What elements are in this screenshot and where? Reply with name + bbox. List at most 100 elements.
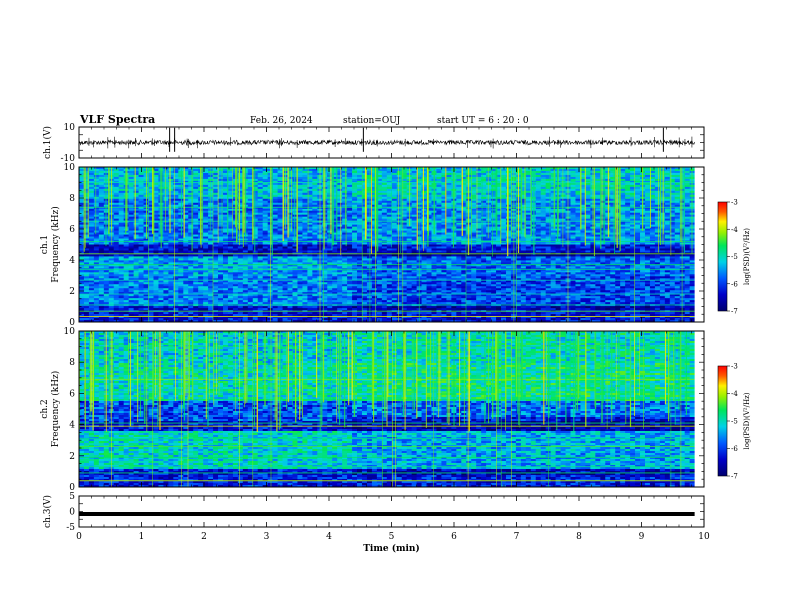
spectrogram-cell	[128, 226, 135, 230]
spectrogram-cell	[491, 222, 497, 226]
spectrogram-cell	[471, 194, 477, 198]
spectrogram-cell	[376, 168, 383, 172]
spectrogram-cell	[312, 168, 318, 172]
spectrogram-cell	[352, 182, 358, 186]
spectrogram-cell	[595, 172, 601, 176]
spectrogram-cell	[357, 172, 363, 176]
spectrogram-cell	[545, 216, 552, 220]
spectrogram-cell	[297, 170, 303, 174]
spectrogram-cell	[501, 182, 507, 186]
spectrogram-cell	[193, 230, 199, 233]
spectrogram-cell	[376, 216, 383, 220]
spectrogram-cell	[580, 218, 586, 222]
spectrogram-cell	[327, 167, 333, 170]
spectrogram-cell	[188, 232, 194, 235]
spectrogram-cell	[218, 224, 224, 228]
spectrogram-cell	[654, 174, 661, 178]
spectrogram-cell	[193, 226, 199, 230]
spectrogram-cell	[257, 186, 264, 190]
spectrogram-cell	[664, 206, 671, 210]
spectrogram-cell	[600, 184, 606, 188]
spectrogram-cell	[421, 224, 427, 228]
spectrogram-cell	[347, 222, 353, 226]
spectrogram-cell	[277, 228, 283, 231]
spectrogram-cell	[347, 168, 353, 172]
spectrogram-cell	[342, 224, 348, 228]
spectrogram-cell	[421, 196, 427, 200]
spectrogram-cell	[262, 192, 269, 196]
spectrogram-cell	[203, 178, 209, 182]
spectrogram-cell	[292, 202, 298, 206]
spectrogram-cell	[178, 186, 184, 190]
spectrogram-cell	[674, 200, 681, 204]
spectrogram-cell	[208, 194, 214, 198]
spectrogram-cell	[297, 196, 303, 200]
spectrogram-cell	[247, 184, 254, 188]
spectrogram-cell	[545, 220, 552, 224]
spectrogram-cell	[103, 202, 110, 206]
spectrogram-cell	[381, 212, 388, 216]
spectrogram-cell	[401, 230, 408, 233]
spectrogram-cell	[208, 214, 214, 218]
spectrogram-cell	[456, 202, 462, 206]
spectrogram-cell	[520, 228, 527, 231]
spectrogram-cell	[669, 196, 676, 200]
spectrogram-cell	[471, 206, 477, 210]
spectrogram-cell	[491, 228, 497, 231]
spectrogram-cell	[426, 216, 432, 220]
spectrogram-cell	[237, 224, 244, 228]
spectrogram-cell	[337, 174, 343, 178]
spectrogram-cell	[635, 232, 641, 235]
spectrogram-cell	[337, 182, 343, 186]
spectrogram-cell	[277, 222, 283, 226]
spectrogram-cell	[292, 216, 298, 220]
spectrogram-cell	[297, 167, 303, 170]
spectrogram-cell	[163, 214, 169, 218]
spectrogram-cell	[679, 220, 686, 224]
spectrogram-cell	[312, 206, 318, 210]
spectrogram-cell	[635, 210, 641, 214]
spectrogram-cell	[545, 182, 552, 186]
spectrogram-cell	[213, 202, 219, 206]
spectrogram-cell	[684, 168, 691, 172]
spectrogram-cell	[620, 192, 626, 196]
spectrogram-cell	[644, 190, 651, 194]
spectrogram-cell	[595, 220, 601, 224]
spectrogram-cell	[307, 172, 313, 176]
spectrogram-cell	[168, 220, 174, 224]
start-time-label: start UT = 6 : 20 : 0	[437, 116, 529, 126]
spectrogram-cell	[173, 202, 179, 206]
spectrogram-cell	[342, 214, 348, 218]
spectrogram-cell	[163, 222, 169, 226]
spectrogram-cell	[302, 182, 308, 186]
spectrogram-cell	[168, 208, 174, 212]
spectrogram-cell	[535, 192, 542, 196]
spectrogram-cell	[644, 228, 651, 231]
spectrogram-cell	[486, 188, 492, 192]
spectrogram-cell	[277, 168, 283, 172]
spectrogram-cell	[213, 182, 219, 186]
spectrogram-cell	[535, 218, 542, 222]
spectrogram-cell	[441, 186, 447, 190]
spectrogram-cell	[446, 226, 452, 230]
spectrogram-cell	[327, 196, 333, 200]
spectrogram-cell	[103, 178, 110, 182]
spectrogram-cell	[307, 170, 313, 174]
spectrogram-cell	[679, 174, 686, 178]
spectrogram-cell	[436, 218, 442, 222]
spectrogram-cell	[272, 190, 278, 194]
spectrogram-cell	[649, 186, 656, 190]
spectrogram-cell	[644, 230, 651, 233]
spectrogram-cell	[79, 170, 85, 174]
spectrogram-cell	[411, 206, 417, 210]
spectrogram-cell	[585, 200, 591, 204]
spectrogram-cell	[520, 174, 527, 178]
spectrogram-cell	[208, 168, 214, 172]
spectrogram-cell	[635, 184, 641, 188]
ch1-waveform-ylabel: ch.1(V)	[42, 126, 53, 159]
spectrogram-cell	[615, 168, 621, 172]
spectrogram-cell	[88, 206, 95, 210]
spectrogram-cell	[471, 210, 477, 214]
spectrogram-cell	[535, 198, 542, 202]
